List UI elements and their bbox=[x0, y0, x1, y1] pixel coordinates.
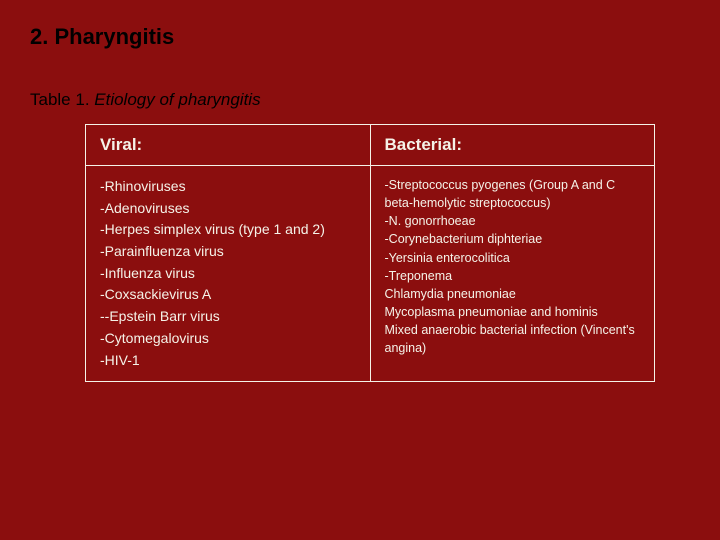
list-item: -Corynebacterium diphteriae bbox=[385, 230, 641, 248]
list-item: -N. gonorrhoeae bbox=[385, 212, 641, 230]
caption-italic: Etiology of pharyngitis bbox=[94, 90, 260, 109]
list-item: -Parainfluenza virus bbox=[100, 241, 356, 263]
column-header-bacterial: Bacterial: bbox=[370, 125, 655, 166]
caption-prefix: Table 1. bbox=[30, 90, 94, 109]
table-caption: Table 1. Etiology of pharyngitis bbox=[30, 90, 690, 110]
column-header-viral: Viral: bbox=[86, 125, 371, 166]
viral-list: -Rhinoviruses -Adenoviruses -Herpes simp… bbox=[100, 176, 356, 371]
list-item: -Streptococcus pyogenes (Group A and C b… bbox=[385, 176, 641, 212]
list-item: -Cytomegalovirus bbox=[100, 328, 356, 350]
etiology-table: Viral: Bacterial: -Rhinoviruses -Adenovi… bbox=[85, 124, 655, 382]
list-item: --Epstein Barr virus bbox=[100, 306, 356, 328]
table-body-row: -Rhinoviruses -Adenoviruses -Herpes simp… bbox=[86, 166, 655, 382]
slide-container: 2. Pharyngitis Table 1. Etiology of phar… bbox=[0, 0, 720, 540]
cell-bacterial: -Streptococcus pyogenes (Group A and C b… bbox=[370, 166, 655, 382]
cell-viral: -Rhinoviruses -Adenoviruses -Herpes simp… bbox=[86, 166, 371, 382]
list-item: Mycoplasma pneumoniae and hominis bbox=[385, 303, 641, 321]
list-item: -Herpes simplex virus (type 1 and 2) bbox=[100, 219, 356, 241]
table-header-row: Viral: Bacterial: bbox=[86, 125, 655, 166]
list-item: -HIV-1 bbox=[100, 350, 356, 372]
list-item: -Yersinia enterocolitica bbox=[385, 249, 641, 267]
bacterial-list: -Streptococcus pyogenes (Group A and C b… bbox=[385, 176, 641, 357]
list-item: -Coxsackievirus A bbox=[100, 284, 356, 306]
list-item: Mixed anaerobic bacterial infection (Vin… bbox=[385, 321, 641, 357]
list-item: -Influenza virus bbox=[100, 263, 356, 285]
list-item: Chlamydia pneumoniae bbox=[385, 285, 641, 303]
slide-title: 2. Pharyngitis bbox=[30, 24, 690, 50]
list-item: -Treponema bbox=[385, 267, 641, 285]
list-item: -Rhinoviruses bbox=[100, 176, 356, 198]
list-item: -Adenoviruses bbox=[100, 198, 356, 220]
